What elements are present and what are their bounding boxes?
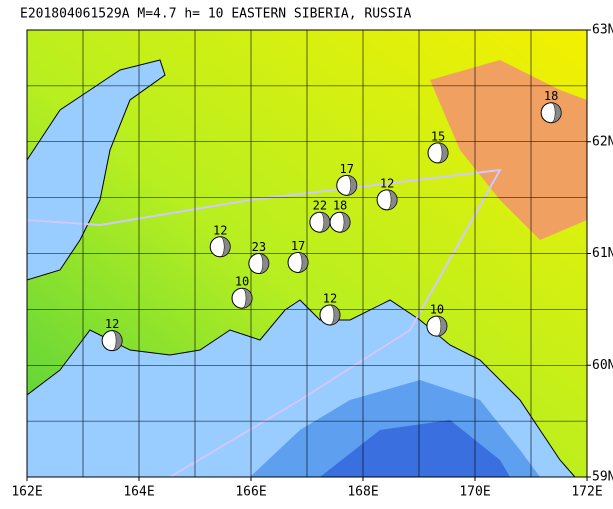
beachball-quadrant xyxy=(387,189,398,211)
beachball-quadrant xyxy=(112,330,123,351)
y-tick-label: 61N xyxy=(592,246,613,261)
depth-label: 18 xyxy=(544,89,558,103)
beachball xyxy=(309,211,331,233)
beachball-quadrant xyxy=(297,252,309,273)
beachball xyxy=(209,236,231,258)
beachball xyxy=(540,102,562,124)
depth-label: 10 xyxy=(235,275,249,289)
beachball xyxy=(248,253,270,275)
depth-label: 12 xyxy=(213,223,227,237)
beachball-quadrant xyxy=(437,142,449,164)
depth-label: 10 xyxy=(430,303,444,317)
x-tick-label: 164E xyxy=(123,485,154,500)
x-tick-label: 168E xyxy=(347,485,378,500)
y-tick-label: 59N xyxy=(592,470,613,485)
beachball-quadrant xyxy=(319,211,331,233)
depth-label: 22 xyxy=(313,199,327,213)
beachball-quadrant xyxy=(339,211,351,233)
depth-label: 12 xyxy=(105,317,119,331)
beachball-quadrant xyxy=(551,102,562,123)
beachball xyxy=(427,142,449,164)
beachball xyxy=(329,211,351,233)
depth-label: 12 xyxy=(323,291,337,305)
y-tick-label: 62N xyxy=(592,134,613,149)
beachball-quadrant xyxy=(220,236,231,258)
depth-label: 17 xyxy=(291,239,305,253)
beachball xyxy=(376,189,398,211)
beachball-quadrant xyxy=(346,175,358,196)
y-tick-label: 60N xyxy=(592,358,613,373)
x-tick-label: 172E xyxy=(571,485,602,500)
beachball-quadrant xyxy=(329,304,341,326)
beachball xyxy=(336,174,358,196)
x-tick-label: 162E xyxy=(11,485,42,500)
depth-label: 17 xyxy=(340,162,354,176)
depth-label: 12 xyxy=(380,176,394,190)
title: E201804061529A M=4.7 h= 10 EASTERN SIBER… xyxy=(20,7,412,22)
x-tick-label: 166E xyxy=(235,485,266,500)
beachball xyxy=(231,287,253,309)
beachball-quadrant xyxy=(258,253,270,274)
beachball xyxy=(319,304,341,326)
beachball-quadrant xyxy=(241,287,253,309)
beachball-quadrant xyxy=(436,315,448,337)
depth-label: 18 xyxy=(333,199,347,213)
depth-label: 23 xyxy=(252,240,266,254)
y-tick-label: 63N xyxy=(592,23,613,38)
beachball xyxy=(426,315,448,337)
beachball xyxy=(287,251,309,273)
x-tick-label: 170E xyxy=(459,485,490,500)
beachball xyxy=(101,330,123,352)
depth-label: 15 xyxy=(431,129,445,143)
